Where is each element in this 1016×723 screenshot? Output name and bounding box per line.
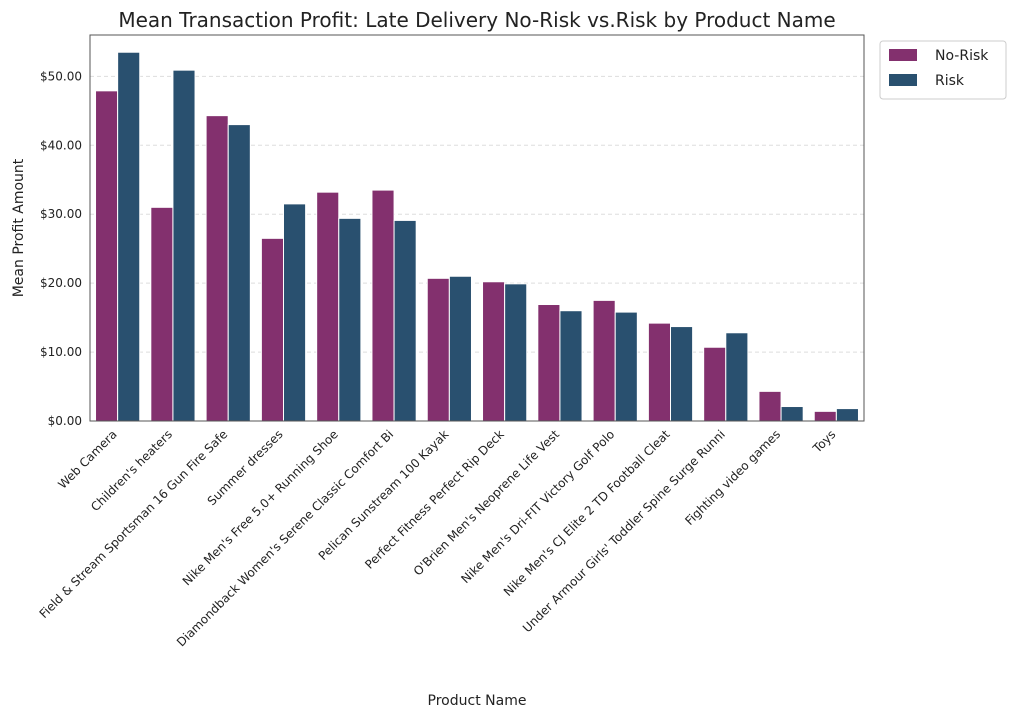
bar-risk-0 xyxy=(117,51,141,422)
bar-no-risk-5 xyxy=(371,189,395,422)
bar-no-risk-6 xyxy=(426,277,450,422)
bar-risk-8 xyxy=(559,310,583,422)
y-tick-label: $20.00 xyxy=(40,276,82,290)
legend-label-risk: Risk xyxy=(935,73,965,89)
bar-no-risk-13 xyxy=(813,410,837,422)
bar-no-risk-11 xyxy=(703,346,727,422)
bar-risk-5 xyxy=(393,219,417,422)
y-axis-label: Mean Profit Amount xyxy=(11,158,27,297)
bar-no-risk-0 xyxy=(95,90,119,422)
bar-risk-12 xyxy=(780,406,804,422)
bar-no-risk-7 xyxy=(482,281,506,422)
bar-risk-6 xyxy=(448,275,472,422)
bar-risk-9 xyxy=(614,311,638,422)
x-axis-label: Product Name xyxy=(428,693,527,709)
bar-no-risk-12 xyxy=(758,390,782,422)
bar-risk-1 xyxy=(172,69,196,422)
bar-risk-10 xyxy=(670,326,694,422)
bar-no-risk-8 xyxy=(537,304,561,422)
legend: No-Risk Risk xyxy=(879,40,1007,100)
x-tick-label: Field & Stream Sportsman 16 Gun Fire Saf… xyxy=(37,427,231,621)
bar-risk-7 xyxy=(504,283,528,422)
bar-risk-13 xyxy=(835,408,859,422)
bar-no-risk-10 xyxy=(647,322,672,422)
y-tick-label: $50.00 xyxy=(40,69,82,83)
bar-no-risk-3 xyxy=(260,237,284,422)
x-tick-label: Fighting video games xyxy=(682,427,783,528)
y-tick-label: $30.00 xyxy=(40,207,82,221)
y-tick-label: $0.00 xyxy=(48,414,82,428)
x-tick-label: Under Armour Girls' Toddler Spine Surge … xyxy=(520,427,728,635)
bar-risk-2 xyxy=(227,124,251,422)
plot-frame xyxy=(89,34,865,422)
bar-no-risk-1 xyxy=(150,206,174,422)
bar-no-risk-2 xyxy=(205,115,229,422)
bars xyxy=(95,51,859,422)
bar-risk-11 xyxy=(725,332,749,422)
y-tick-label: $40.00 xyxy=(40,138,82,152)
bar-risk-4 xyxy=(338,217,362,422)
bar-no-risk-4 xyxy=(316,191,340,422)
legend-label-no-risk: No-Risk xyxy=(935,48,989,64)
x-tick-label: Toys xyxy=(809,427,838,456)
bar-no-risk-9 xyxy=(592,299,616,422)
y-tick-label: $10.00 xyxy=(40,345,82,359)
bar-risk-3 xyxy=(283,203,307,422)
chart-title: Mean Transaction Profit: Late Delivery N… xyxy=(118,8,835,32)
y-axis-ticks: $0.00 $10.00 $20.00 $30.00 $40.00 $50.00 xyxy=(40,69,82,428)
x-tick-label: Diamondback Women's Serene Classic Comfo… xyxy=(174,427,396,649)
legend-swatch-no-risk xyxy=(889,49,917,61)
legend-swatch-risk xyxy=(889,74,917,86)
